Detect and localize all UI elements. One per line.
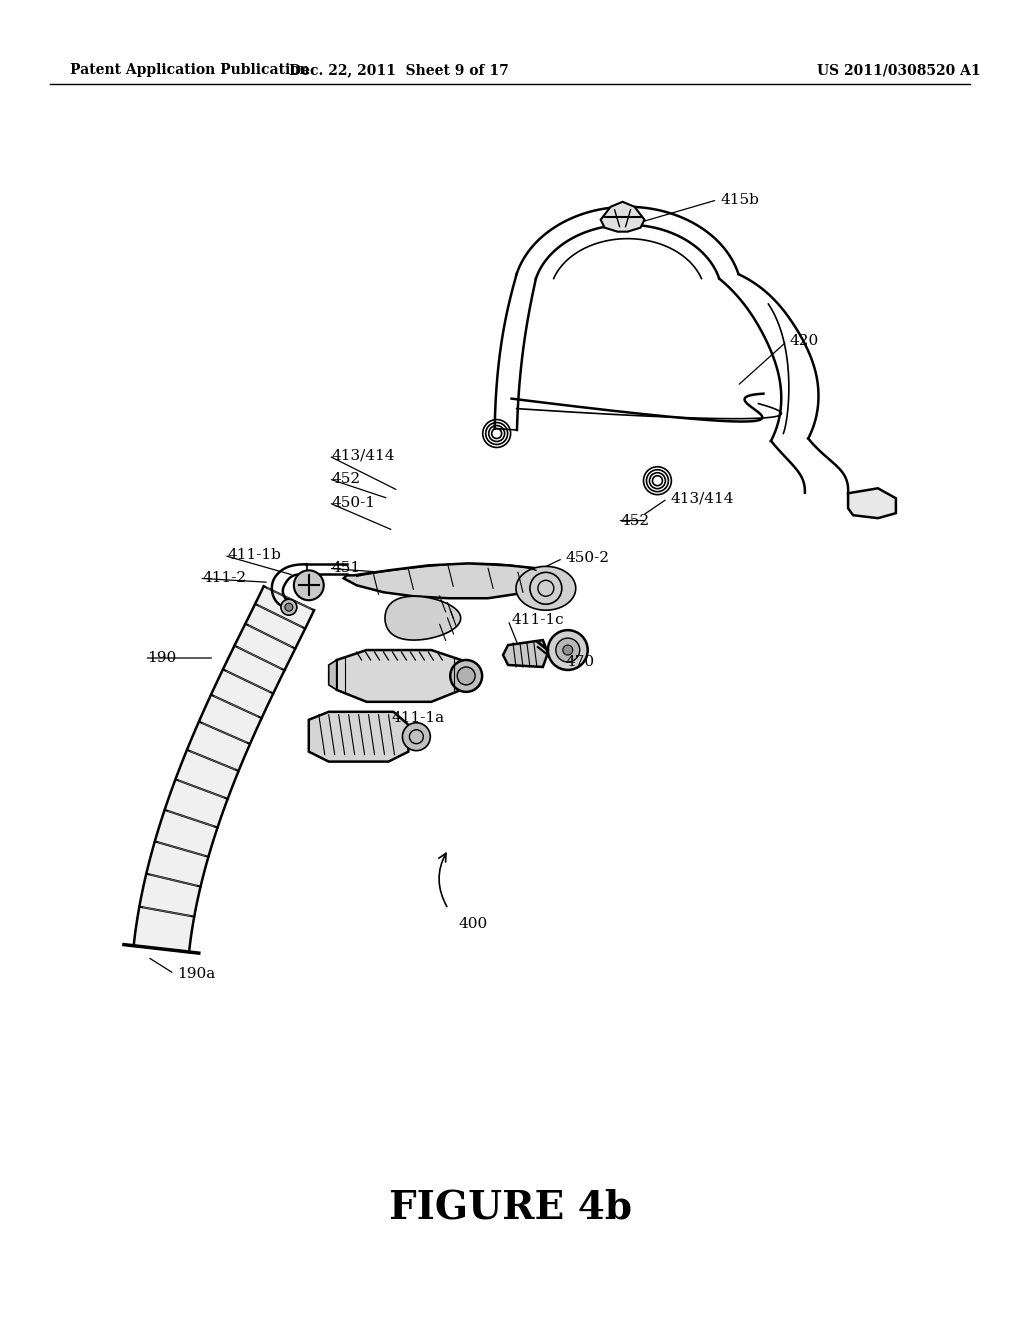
Text: 411-2: 411-2 — [202, 572, 247, 585]
Text: 450-1: 450-1 — [332, 495, 376, 510]
Circle shape — [402, 723, 430, 751]
Polygon shape — [134, 586, 314, 952]
Text: Patent Application Publication: Patent Application Publication — [70, 63, 309, 78]
Text: 452: 452 — [332, 471, 360, 486]
Polygon shape — [309, 711, 409, 762]
Polygon shape — [848, 488, 896, 519]
Text: 411-1a: 411-1a — [391, 710, 444, 725]
Circle shape — [548, 630, 588, 671]
Text: 415b: 415b — [720, 193, 759, 207]
Text: FIGURE 4b: FIGURE 4b — [388, 1189, 632, 1226]
Polygon shape — [601, 202, 644, 232]
Polygon shape — [503, 640, 548, 667]
Circle shape — [563, 645, 572, 655]
Polygon shape — [385, 597, 461, 640]
Text: 411-1c: 411-1c — [511, 614, 563, 627]
Circle shape — [294, 570, 324, 601]
Text: US 2011/0308520 A1: US 2011/0308520 A1 — [817, 63, 980, 78]
Polygon shape — [516, 566, 575, 610]
Polygon shape — [344, 564, 543, 598]
Text: 452: 452 — [621, 513, 649, 528]
Text: Dec. 22, 2011  Sheet 9 of 17: Dec. 22, 2011 Sheet 9 of 17 — [289, 63, 508, 78]
Polygon shape — [329, 660, 337, 690]
Text: 420: 420 — [790, 334, 819, 348]
Circle shape — [451, 660, 482, 692]
Text: 413/414: 413/414 — [671, 491, 734, 506]
Circle shape — [281, 599, 297, 615]
Text: 413/414: 413/414 — [332, 449, 395, 463]
Text: 400: 400 — [458, 917, 487, 931]
Text: 190a: 190a — [177, 966, 216, 981]
Text: 451: 451 — [332, 561, 360, 576]
Polygon shape — [337, 649, 461, 702]
Text: 411-1b: 411-1b — [227, 548, 281, 562]
Circle shape — [556, 638, 580, 663]
Circle shape — [457, 667, 475, 685]
Circle shape — [285, 603, 293, 611]
Text: 470: 470 — [566, 655, 595, 669]
Text: 190: 190 — [147, 651, 177, 665]
Text: 450-2: 450-2 — [566, 552, 609, 565]
